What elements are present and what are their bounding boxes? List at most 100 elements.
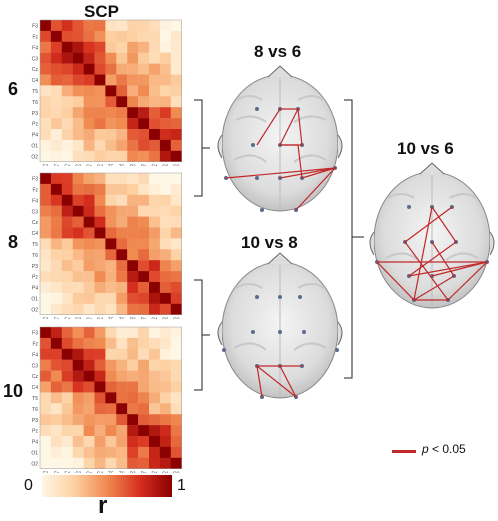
matrix-cell bbox=[149, 139, 161, 151]
matrix-cell bbox=[83, 107, 95, 119]
matrix-cell bbox=[159, 74, 171, 86]
matrix-cell bbox=[127, 260, 139, 272]
matrix-cell bbox=[159, 96, 171, 108]
brain-head-8-vs-6 bbox=[217, 65, 343, 212]
matrix-border bbox=[39, 326, 182, 469]
bracket-6-8 bbox=[194, 99, 210, 197]
matrix-row-label: Fz bbox=[32, 342, 38, 348]
matrix-col-label: O2 bbox=[173, 318, 180, 319]
matrix-row-label: F3 bbox=[32, 24, 38, 30]
matrix-col-label: P3 bbox=[130, 472, 136, 473]
matrix-row-label: P4 bbox=[32, 286, 38, 292]
matrix-cell bbox=[50, 227, 62, 239]
matrix-cell bbox=[61, 150, 73, 162]
matrix-cell bbox=[116, 52, 128, 64]
matrix-cell bbox=[61, 85, 73, 97]
matrix-cell bbox=[149, 238, 161, 250]
matrix-cell bbox=[83, 392, 95, 404]
matrix-cell bbox=[72, 403, 84, 415]
matrix-cell bbox=[83, 457, 95, 469]
matrix-cell bbox=[170, 327, 182, 339]
bracket-8-10 bbox=[194, 279, 210, 391]
matrix-cell bbox=[127, 348, 139, 360]
matrix-cell bbox=[40, 173, 52, 185]
matrix-cell bbox=[138, 205, 150, 217]
matrix-cell bbox=[50, 30, 62, 42]
matrix-cell bbox=[116, 446, 128, 458]
matrix-cell bbox=[170, 150, 182, 162]
matrix-cell bbox=[61, 52, 73, 64]
matrix-cell bbox=[170, 292, 182, 304]
matrix-cell bbox=[72, 260, 84, 272]
row-label-8: 8 bbox=[8, 232, 19, 252]
matrix-cell bbox=[170, 194, 182, 206]
matrix-cell bbox=[105, 216, 117, 228]
matrix-cell bbox=[40, 271, 52, 283]
matrix-col-label: P3 bbox=[130, 318, 136, 319]
matrix-cell bbox=[149, 436, 161, 448]
matrix-cell bbox=[72, 118, 84, 130]
matrix-cell bbox=[127, 414, 139, 426]
matrix-row-label: P3 bbox=[32, 264, 38, 270]
matrix-cell bbox=[170, 457, 182, 469]
matrix-cell bbox=[50, 150, 62, 162]
matrix-cell bbox=[40, 348, 52, 360]
matrix-cell bbox=[170, 85, 182, 97]
matrix-cell bbox=[72, 216, 84, 228]
matrix-cell bbox=[72, 337, 84, 349]
matrix-cell bbox=[50, 392, 62, 404]
matrix-cell bbox=[50, 41, 62, 53]
matrix-cell bbox=[94, 271, 106, 283]
matrix-cell bbox=[105, 150, 117, 162]
matrix-cell bbox=[72, 370, 84, 382]
matrix-cell bbox=[149, 118, 161, 130]
matrix-cell bbox=[83, 359, 95, 371]
matrix-cell bbox=[138, 260, 150, 272]
matrix-cell bbox=[149, 96, 161, 108]
matrix-cell bbox=[50, 359, 62, 371]
matrix-cell bbox=[61, 282, 73, 294]
matrix-col-label: F3 bbox=[43, 472, 49, 473]
matrix-cell bbox=[159, 41, 171, 53]
matrix-cell bbox=[50, 260, 62, 272]
matrix-cell bbox=[94, 260, 106, 272]
matrix-cell bbox=[40, 370, 52, 382]
matrix-col-label: P3 bbox=[130, 165, 136, 166]
matrix-row-label: F3 bbox=[32, 177, 38, 183]
matrix-cell bbox=[105, 414, 117, 426]
matrix-row-label: C4 bbox=[32, 78, 39, 84]
matrix-cell bbox=[83, 74, 95, 86]
matrix-cell bbox=[94, 446, 106, 458]
matrix-cell bbox=[127, 359, 139, 371]
matrix-cell bbox=[94, 216, 106, 228]
matrix-cell bbox=[116, 85, 128, 97]
matrix-cell bbox=[61, 414, 73, 426]
row-label-6: 6 bbox=[8, 79, 19, 99]
matrix-cell bbox=[159, 327, 171, 339]
matrix-cell bbox=[138, 52, 150, 64]
matrix-cell bbox=[40, 20, 52, 32]
brain-head-10-vs-8 bbox=[217, 252, 343, 399]
matrix-cell bbox=[72, 425, 84, 437]
matrix-cell bbox=[61, 303, 73, 315]
matrix-cell bbox=[94, 118, 106, 130]
matrix-cell bbox=[138, 139, 150, 151]
matrix-cell bbox=[61, 359, 73, 371]
matrix-cell bbox=[170, 271, 182, 283]
matrix-cell bbox=[61, 129, 73, 141]
matrix-cell bbox=[40, 425, 52, 437]
matrix-cell bbox=[105, 348, 117, 360]
matrix-cell bbox=[105, 436, 117, 448]
matrix-row-label: O1 bbox=[31, 144, 38, 150]
matrix-cell bbox=[127, 238, 139, 250]
matrix-cell bbox=[159, 425, 171, 437]
matrix-cell bbox=[94, 183, 106, 195]
matrix-cell bbox=[159, 370, 171, 382]
matrix-cell bbox=[105, 327, 117, 339]
matrix-cell bbox=[127, 205, 139, 217]
matrix-cell bbox=[170, 249, 182, 261]
matrix-row-label: O1 bbox=[31, 451, 38, 457]
matrix-row-label: C4 bbox=[32, 231, 39, 237]
matrix-cell bbox=[61, 425, 73, 437]
matrix-cell bbox=[138, 446, 150, 458]
